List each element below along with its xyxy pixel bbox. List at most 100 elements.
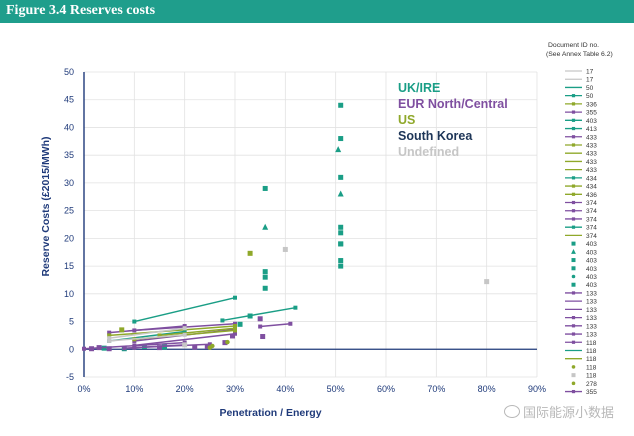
data-point-square — [233, 331, 237, 336]
data-point-square — [571, 282, 576, 287]
y-tick-label: 35 — [64, 150, 74, 160]
data-point-square — [571, 225, 576, 229]
chart-panel — [0, 23, 634, 436]
data-point-square — [262, 274, 268, 280]
data-point-triangle — [262, 223, 269, 230]
data-point-square — [288, 321, 293, 326]
document-id-label: 50 — [586, 85, 594, 92]
series-eur-north-central — [258, 321, 293, 329]
data-point-square — [338, 224, 344, 230]
document-id-label: 403 — [586, 258, 597, 265]
series-us — [119, 250, 253, 333]
document-id-label: 133 — [586, 315, 597, 322]
document-legend-entry: 133 — [565, 315, 597, 322]
series-line — [109, 327, 185, 339]
data-point-square — [207, 342, 212, 347]
data-point-square — [237, 321, 243, 327]
document-legend-entry: 413 — [565, 126, 597, 133]
data-point-square — [247, 313, 253, 319]
document-legend-entry: 355 — [565, 110, 597, 117]
data-point-dot — [571, 365, 576, 369]
x-tick-labels: 0% 10% 20% 30% 40% 50% 60% 70% 80% 90% — [77, 384, 546, 394]
data-point-square — [338, 241, 344, 247]
data-point-triangle — [335, 146, 342, 153]
y-tick-label: -5 — [66, 372, 74, 382]
data-point-square — [122, 346, 127, 351]
document-id-label: 17 — [586, 77, 594, 84]
data-point-dot — [210, 343, 215, 349]
data-point-square — [107, 338, 112, 343]
y-tick-label: 45 — [64, 95, 74, 105]
data-point-square — [571, 102, 576, 106]
series-line — [222, 306, 296, 322]
x-axis-title: Penetration / Energy — [219, 407, 321, 419]
data-point-square — [157, 333, 162, 338]
data-point-square — [571, 340, 576, 344]
series-line — [109, 325, 236, 337]
data-point-square — [338, 174, 344, 180]
document-legend-entry: 403 — [571, 274, 597, 281]
document-id-label: 374 — [586, 208, 597, 215]
data-point-square — [338, 136, 344, 142]
data-point-square — [233, 295, 237, 300]
data-point-square — [258, 324, 263, 329]
data-point-square — [484, 279, 490, 285]
document-id-label: 118 — [586, 356, 597, 363]
data-point-square — [571, 217, 576, 221]
document-legend-entry: 278 — [571, 381, 597, 388]
document-id-label: 434 — [586, 184, 597, 191]
data-point-square — [233, 323, 237, 328]
data-point-square — [192, 344, 198, 350]
document-id-label: 133 — [586, 299, 597, 306]
data-point-triangle — [571, 249, 576, 254]
data-point-square — [229, 333, 235, 339]
data-point-square — [571, 94, 576, 98]
document-id-label: 433 — [586, 159, 597, 166]
figure-title: Figure 3.4 Reserves costs — [6, 3, 156, 18]
data-point-square — [233, 321, 237, 326]
y-tick-label: 40 — [64, 122, 74, 132]
data-point-square — [182, 329, 187, 334]
data-point-square — [132, 345, 137, 350]
data-point-square — [257, 316, 263, 322]
document-legend-entry: 118 — [565, 340, 597, 347]
series-uk-ire — [262, 102, 344, 291]
data-point-square — [233, 326, 237, 331]
series-uk-ire — [132, 295, 237, 324]
data-point-square — [157, 345, 162, 351]
series-line — [109, 334, 185, 342]
data-point-square — [571, 324, 576, 328]
data-point-square — [571, 258, 576, 263]
data-point-dot — [571, 274, 576, 279]
y-axis-title: Reserve Costs (£2015/MWh) — [40, 136, 52, 276]
document-legend-entry: 403 — [571, 241, 597, 248]
legend-group-uk-ire: UK/IRE — [398, 81, 440, 95]
data-point-square — [571, 143, 576, 147]
data-point-square — [571, 176, 576, 180]
grid-lines — [83, 71, 538, 378]
document-legend-entry: 133 — [565, 307, 597, 314]
y-tick-label: 5 — [69, 317, 74, 327]
document-legend-entry: 133 — [565, 299, 597, 306]
axes — [83, 72, 537, 377]
legend-group-undefined: Undefined — [398, 145, 459, 159]
data-point-dot — [571, 381, 576, 386]
document-legend-entry: 118 — [571, 373, 597, 380]
x-tick-label: 60% — [377, 384, 395, 394]
data-point-square — [82, 346, 86, 351]
document-legend-entry: 50 — [565, 93, 594, 100]
data-point-dot — [225, 339, 230, 345]
document-id-label: 118 — [586, 348, 597, 355]
series-us — [207, 339, 230, 350]
y-tick-label: 50 — [64, 67, 74, 77]
document-legend-entry: 133 — [565, 323, 597, 330]
document-id-label: 50 — [586, 93, 594, 100]
document-legend-entry: 433 — [565, 134, 597, 141]
document-id-label: 434 — [586, 175, 597, 182]
series-undefined — [107, 332, 187, 343]
data-point-square — [119, 327, 125, 333]
document-id-label: 336 — [586, 101, 597, 108]
document-id-label: 133 — [586, 332, 597, 339]
group-legend: UK/IRE EUR North/Central US South Korea Unde… — [398, 81, 508, 159]
document-legend-entry: 374 — [565, 225, 597, 232]
